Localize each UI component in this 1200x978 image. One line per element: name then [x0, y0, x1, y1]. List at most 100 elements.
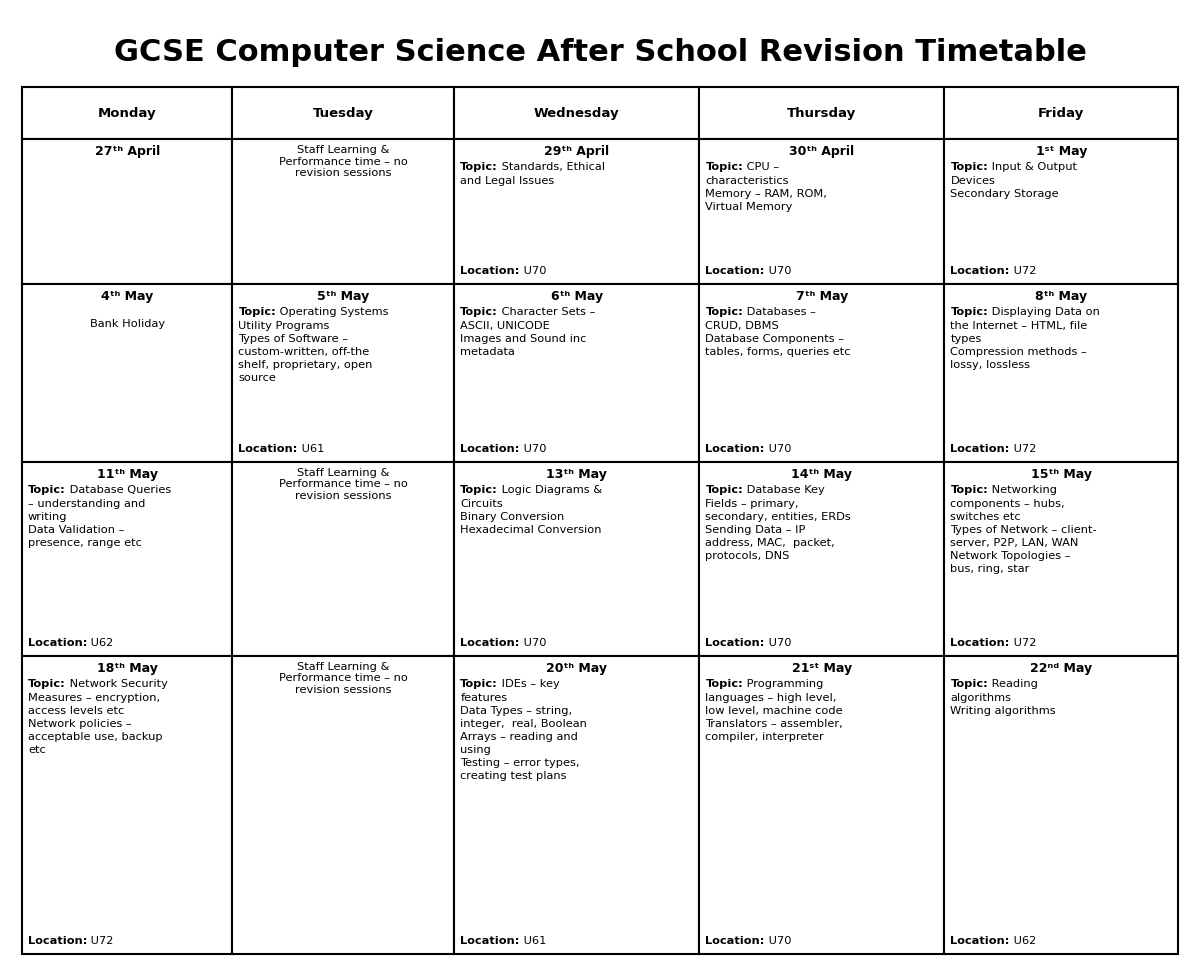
- Text: Topic:: Topic:: [706, 161, 743, 172]
- Text: Operating Systems: Operating Systems: [276, 307, 389, 317]
- Bar: [455, 656, 700, 954]
- Text: and Legal Issues: and Legal Issues: [461, 176, 554, 186]
- Text: Fields – primary,
secondary, entities, ERDs
Sending Data – IP
address, MAC,  pac: Fields – primary, secondary, entities, E…: [706, 498, 851, 560]
- Bar: [233, 656, 455, 954]
- Text: Location:: Location:: [950, 935, 1010, 945]
- Text: features
Data Types – string,
integer,  real, Boolean
Arrays – reading and
using: features Data Types – string, integer, r…: [461, 692, 587, 780]
- Text: U70: U70: [520, 266, 546, 276]
- Text: 22ⁿᵈ May: 22ⁿᵈ May: [1030, 661, 1092, 674]
- Text: Location:: Location:: [706, 443, 764, 453]
- Text: Input & Output: Input & Output: [989, 161, 1078, 172]
- Text: the Internet – HTML, file
types
Compression methods –
lossy, lossless: the Internet – HTML, file types Compress…: [950, 321, 1087, 370]
- Text: Location:: Location:: [461, 266, 520, 276]
- Text: Topic:: Topic:: [28, 678, 66, 688]
- Text: U72: U72: [1010, 637, 1037, 647]
- Text: ASCII, UNICODE
Images and Sound inc
metadata: ASCII, UNICODE Images and Sound inc meta…: [461, 321, 587, 357]
- Text: U72: U72: [88, 935, 114, 945]
- Text: 20ᵗʰ May: 20ᵗʰ May: [546, 661, 607, 674]
- Bar: [22, 140, 233, 285]
- Text: 11ᵗʰ May: 11ᵗʰ May: [97, 467, 157, 480]
- Text: Standards, Ethical: Standards, Ethical: [498, 161, 605, 172]
- Text: Staff Learning &
Performance time – no
revision sessions: Staff Learning & Performance time – no r…: [278, 145, 408, 178]
- Text: Topic:: Topic:: [950, 484, 989, 494]
- Text: 13ᵗʰ May: 13ᵗʰ May: [546, 467, 607, 480]
- Text: Networking: Networking: [989, 484, 1057, 494]
- Bar: [455, 463, 700, 656]
- Text: Staff Learning &
Performance time – no
revision sessions: Staff Learning & Performance time – no r…: [278, 467, 408, 501]
- Bar: [233, 463, 455, 656]
- Text: Circuits
Binary Conversion
Hexadecimal Conversion: Circuits Binary Conversion Hexadecimal C…: [461, 498, 602, 534]
- Bar: [944, 88, 1178, 140]
- Bar: [944, 463, 1178, 656]
- Bar: [233, 285, 455, 463]
- Bar: [22, 285, 233, 463]
- Text: Location:: Location:: [706, 935, 764, 945]
- Text: 8ᵗʰ May: 8ᵗʰ May: [1036, 289, 1087, 303]
- Text: 21ˢᵗ May: 21ˢᵗ May: [792, 661, 852, 674]
- Text: Bank Holiday: Bank Holiday: [90, 307, 164, 329]
- Text: U72: U72: [1010, 443, 1037, 453]
- Text: Location:: Location:: [950, 266, 1010, 276]
- Bar: [455, 285, 700, 463]
- Text: Tuesday: Tuesday: [313, 108, 373, 120]
- Text: Topic:: Topic:: [461, 307, 498, 317]
- Text: Character Sets –: Character Sets –: [498, 307, 595, 317]
- Text: Topic:: Topic:: [239, 307, 276, 317]
- Text: Topic:: Topic:: [461, 484, 498, 494]
- Text: Location:: Location:: [706, 637, 764, 647]
- Text: algorithms
Writing algorithms: algorithms Writing algorithms: [950, 692, 1056, 715]
- Text: IDEs – key: IDEs – key: [498, 678, 560, 688]
- Text: U61: U61: [298, 443, 324, 453]
- Text: 5ᵗʰ May: 5ᵗʰ May: [317, 289, 370, 303]
- Bar: [22, 88, 233, 140]
- Text: U62: U62: [1010, 935, 1036, 945]
- Text: 18ᵗʰ May: 18ᵗʰ May: [97, 661, 157, 674]
- Text: Location:: Location:: [950, 443, 1010, 453]
- Text: Reading: Reading: [989, 678, 1038, 688]
- Text: 15ᵗʰ May: 15ᵗʰ May: [1031, 467, 1092, 480]
- Text: Database Queries: Database Queries: [66, 484, 172, 494]
- Text: Devices
Secondary Storage: Devices Secondary Storage: [950, 176, 1060, 199]
- Text: characteristics
Memory – RAM, ROM,
Virtual Memory: characteristics Memory – RAM, ROM, Virtu…: [706, 176, 827, 212]
- Text: Topic:: Topic:: [461, 161, 498, 172]
- Text: Friday: Friday: [1038, 108, 1085, 120]
- Text: U70: U70: [764, 266, 791, 276]
- Text: U72: U72: [1010, 266, 1037, 276]
- Bar: [700, 285, 944, 463]
- Bar: [233, 88, 455, 140]
- Bar: [233, 140, 455, 285]
- Bar: [700, 140, 944, 285]
- Bar: [455, 88, 700, 140]
- Bar: [944, 656, 1178, 954]
- Bar: [944, 140, 1178, 285]
- Text: Topic:: Topic:: [950, 678, 989, 688]
- Bar: [22, 656, 233, 954]
- Text: 7ᵗʰ May: 7ᵗʰ May: [796, 289, 848, 303]
- Text: U61: U61: [520, 935, 546, 945]
- Text: U70: U70: [764, 637, 791, 647]
- Text: Topic:: Topic:: [706, 307, 743, 317]
- Text: Utility Programs
Types of Software –
custom-written, off-the
shelf, proprietary,: Utility Programs Types of Software – cus…: [239, 321, 373, 382]
- Text: 6ᵗʰ May: 6ᵗʰ May: [551, 289, 602, 303]
- Text: Database Key: Database Key: [743, 484, 824, 494]
- Text: 14ᵗʰ May: 14ᵗʰ May: [792, 467, 852, 480]
- Bar: [944, 285, 1178, 463]
- Text: Monday: Monday: [98, 108, 156, 120]
- Bar: [700, 463, 944, 656]
- Text: 1ˢᵗ May: 1ˢᵗ May: [1036, 145, 1087, 157]
- Text: Network Security: Network Security: [66, 678, 168, 688]
- Text: Topic:: Topic:: [28, 484, 66, 494]
- Text: 27ᵗʰ April: 27ᵗʰ April: [95, 145, 160, 157]
- Text: 30ᵗʰ April: 30ᵗʰ April: [790, 145, 854, 157]
- Text: Topic:: Topic:: [950, 161, 989, 172]
- Text: Displaying Data on: Displaying Data on: [989, 307, 1100, 317]
- Text: Topic:: Topic:: [706, 678, 743, 688]
- Bar: [455, 140, 700, 285]
- Text: U70: U70: [764, 443, 791, 453]
- Text: 29ᵗʰ April: 29ᵗʰ April: [545, 145, 610, 157]
- Text: Location:: Location:: [239, 443, 298, 453]
- Text: 4ᵗʰ May: 4ᵗʰ May: [101, 289, 154, 303]
- Text: Databases –: Databases –: [743, 307, 816, 317]
- Text: Topic:: Topic:: [950, 307, 989, 317]
- Text: GCSE Computer Science After School Revision Timetable: GCSE Computer Science After School Revis…: [114, 38, 1086, 67]
